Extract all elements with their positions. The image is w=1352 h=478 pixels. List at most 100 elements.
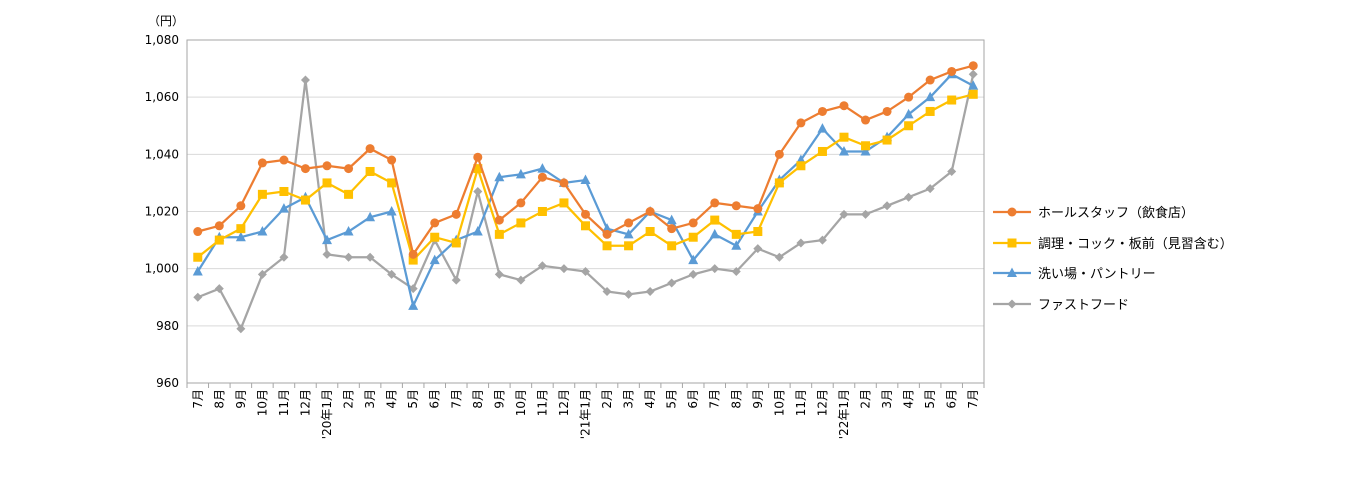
data-point (473, 186, 483, 196)
data-point (731, 229, 741, 239)
y-axis-ticks: 960 980 1,000 1,020 1,040 1,060 1,080 (145, 33, 179, 390)
data-point (602, 223, 613, 233)
data-point (947, 95, 957, 105)
data-point (257, 226, 268, 236)
data-point (817, 106, 827, 116)
data-point (214, 235, 224, 245)
x-tick-label: 10月 (772, 389, 786, 416)
x-tick-label: 11月 (535, 389, 549, 416)
data-point (279, 155, 289, 165)
data-point (602, 229, 612, 239)
data-point (386, 206, 397, 216)
x-tick-label: 4月 (385, 389, 399, 409)
x-tick-label: '22年1月 (837, 389, 851, 439)
data-point (667, 278, 677, 288)
data-point (344, 164, 354, 174)
data-point (904, 192, 914, 202)
data-point (882, 201, 892, 211)
data-point (473, 164, 483, 174)
data-point (903, 108, 914, 119)
data-point (1007, 207, 1017, 217)
data-point (624, 218, 634, 228)
data-point (581, 267, 590, 277)
data-point (451, 275, 461, 285)
data-point (344, 252, 354, 262)
data-point (387, 178, 397, 188)
data-point (537, 172, 547, 182)
x-tick-label: 12月 (557, 389, 571, 416)
legend-item: ホールスタッフ（飲食店） (993, 205, 1194, 221)
data-point (710, 198, 720, 208)
data-point (537, 207, 547, 216)
series-line (197, 74, 975, 330)
data-point (1007, 299, 1017, 309)
data-point (731, 267, 741, 277)
x-tick-label: 7月 (966, 389, 980, 409)
x-tick-label: 6月 (428, 389, 442, 409)
data-point (839, 101, 849, 111)
data-point (516, 275, 526, 285)
data-point (667, 241, 677, 251)
data-point (365, 166, 375, 176)
data-point (861, 141, 871, 151)
data-point (710, 215, 720, 225)
data-point (387, 155, 397, 165)
data-point (214, 284, 224, 294)
legend-item: 洗い場・パントリー (993, 267, 1156, 282)
data-point (516, 218, 526, 228)
data-point (796, 118, 806, 128)
data-point (882, 135, 892, 145)
data-point (193, 227, 203, 237)
data-point (430, 232, 440, 242)
x-tick-label: 3月 (622, 389, 636, 409)
x-tick-label: 10月 (255, 389, 269, 416)
data-point (624, 289, 634, 299)
data-point (904, 121, 914, 131)
data-point (322, 161, 332, 171)
data-point (537, 163, 548, 173)
data-point (968, 69, 978, 79)
x-tick-label: 7月 (449, 389, 463, 409)
x-tick-label: 8月 (471, 389, 485, 409)
y-tick-label: 1,080 (145, 33, 179, 47)
data-point (236, 224, 246, 234)
data-point (645, 227, 655, 237)
x-tick-label: 9月 (492, 389, 506, 409)
data-point (1007, 267, 1017, 277)
data-point (300, 195, 310, 205)
data-point (581, 209, 590, 219)
data-point (430, 218, 440, 228)
x-tick-label: 5月 (665, 389, 679, 409)
data-point (193, 252, 203, 262)
data-point (214, 221, 224, 231)
series-4 (193, 69, 978, 334)
data-point (365, 211, 376, 222)
x-tick-label: 10月 (514, 389, 528, 416)
data-point (688, 254, 699, 265)
legend-label: ホールスタッフ（飲食店） (1038, 205, 1194, 221)
legend: ホールスタッフ（飲食店） 調理・コック・板前（見習含む） 洗い場・パントリーファスト… (993, 205, 1233, 313)
data-point (257, 189, 267, 199)
data-point (774, 149, 784, 159)
data-point (473, 152, 483, 162)
series-group (192, 61, 979, 334)
data-point (537, 261, 547, 271)
x-tick-label: 6月 (686, 389, 700, 409)
data-point (796, 161, 806, 171)
data-point (623, 228, 634, 239)
data-point (279, 252, 289, 262)
data-point (451, 238, 461, 248)
x-tick-label: 12月 (815, 389, 829, 416)
data-point (774, 178, 784, 188)
y-tick-label: 960 (156, 376, 179, 390)
y-unit-label: （円） (148, 14, 184, 28)
data-point (494, 215, 504, 225)
series-2 (193, 89, 978, 265)
data-point (667, 224, 677, 234)
x-tick-label: 7月 (708, 389, 722, 409)
legend-label: 調理・コック・板前（見習含む） (1038, 236, 1233, 252)
y-tick-label: 1,020 (145, 205, 179, 219)
x-tick-label: 8月 (212, 389, 226, 409)
data-point (451, 209, 461, 219)
